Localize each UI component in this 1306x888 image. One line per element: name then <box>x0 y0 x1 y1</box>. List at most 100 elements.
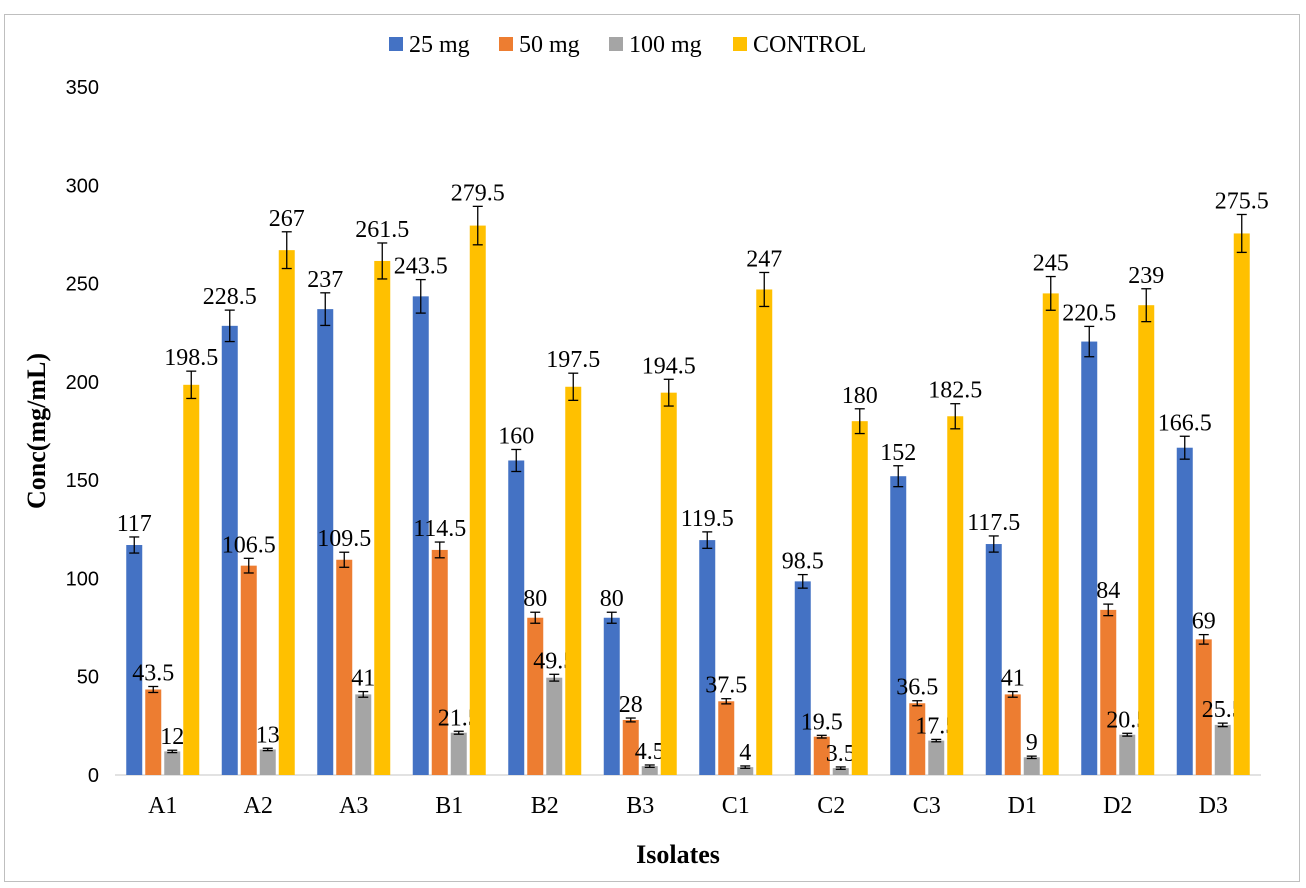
data-label: 3.5 <box>826 741 856 767</box>
data-label: 198.5 <box>164 345 218 371</box>
data-label: 245 <box>1033 251 1069 277</box>
bar <box>450 732 467 775</box>
bar <box>1081 341 1098 775</box>
data-label: 247 <box>746 246 782 272</box>
data-label: 37.5 <box>705 673 747 699</box>
data-label: 84 <box>1096 578 1120 604</box>
bar <box>1100 609 1117 775</box>
bar <box>756 289 773 775</box>
bar <box>565 386 582 775</box>
data-label: 4 <box>739 740 751 766</box>
data-label: 228.5 <box>203 284 257 310</box>
bar <box>1233 233 1250 776</box>
bar <box>1004 694 1021 775</box>
data-label: 12 <box>160 724 184 750</box>
bar <box>832 768 849 775</box>
bar <box>145 689 162 775</box>
x-tick-label: B3 <box>626 793 654 819</box>
data-label: 243.5 <box>394 254 448 280</box>
data-label: 114.5 <box>413 516 466 542</box>
bar <box>1138 305 1155 775</box>
data-label: 13 <box>256 722 280 748</box>
bar <box>737 767 754 775</box>
y-tick-label: 300 <box>66 175 99 197</box>
y-tick-label: 100 <box>66 568 99 590</box>
y-tick-label: 250 <box>66 274 99 296</box>
data-label: 160 <box>498 423 534 449</box>
bar <box>221 325 238 775</box>
bars: 11743.512198.5228.5106.513267237109.5412… <box>117 180 1269 776</box>
bar <box>851 421 868 775</box>
chart-frame: 25 mg 50 mg 100 mg CONTROL 0 50 100 150 200 250 3… <box>4 14 1300 882</box>
legend: 25 mg 50 mg 100 mg CONTROL <box>389 32 866 58</box>
legend-swatch <box>499 37 513 51</box>
y-tick-label: 150 <box>66 470 99 492</box>
data-label: 237 <box>307 267 343 293</box>
x-tick-label: B2 <box>531 793 559 819</box>
bar <box>183 384 200 775</box>
bar <box>278 250 295 775</box>
bar <box>1195 639 1212 775</box>
data-label: 152 <box>880 440 916 466</box>
data-label: 220.5 <box>1062 300 1116 326</box>
bar <box>794 581 811 775</box>
data-label: 197.5 <box>546 347 600 373</box>
bar <box>355 694 372 775</box>
bar <box>622 719 639 775</box>
x-tick-label: D3 <box>1199 793 1228 819</box>
data-label: 19.5 <box>801 709 843 735</box>
bar <box>890 476 907 775</box>
bar <box>431 549 448 775</box>
bar <box>508 460 525 775</box>
bar-chart: 25 mg 50 mg 100 mg CONTROL 0 50 100 150 200 250 3… <box>22 32 1269 869</box>
data-label: 106.5 <box>222 532 276 558</box>
data-label: 117.5 <box>967 510 1020 536</box>
bar <box>1042 293 1059 775</box>
legend-swatch <box>733 37 747 51</box>
bar <box>813 736 830 775</box>
data-label: 194.5 <box>642 353 696 379</box>
y-axis-title: Conc(mg/mL) <box>22 353 51 509</box>
legend-label: 100 mg <box>629 32 702 58</box>
y-axis-ticks: 0 50 100 150 200 250 300 350 <box>66 77 99 787</box>
bar <box>469 225 486 775</box>
data-label: 182.5 <box>928 378 982 404</box>
y-tick-label: 350 <box>66 77 99 99</box>
data-label: 80 <box>523 586 547 612</box>
x-tick-label: A1 <box>148 793 177 819</box>
bar <box>412 296 429 775</box>
bar <box>527 617 544 775</box>
data-label: 41 <box>1001 666 1025 692</box>
x-tick-label: C1 <box>722 793 750 819</box>
x-axis-title: Isolates <box>636 840 720 869</box>
bar <box>641 766 658 775</box>
x-tick-label: C2 <box>817 793 845 819</box>
data-label: 275.5 <box>1215 188 1269 214</box>
data-label: 117 <box>117 511 152 537</box>
x-tick-label: D2 <box>1103 793 1132 819</box>
data-label: 180 <box>842 383 878 409</box>
legend-label: CONTROL <box>753 32 866 58</box>
data-label: 98.5 <box>782 549 824 575</box>
bar <box>126 545 143 775</box>
data-label: 261.5 <box>355 217 409 243</box>
bar <box>1023 757 1040 775</box>
bar <box>947 416 964 775</box>
bar <box>164 751 181 775</box>
bar <box>259 749 276 775</box>
y-tick-label: 50 <box>77 667 99 689</box>
bar <box>718 701 735 775</box>
bar <box>240 565 257 775</box>
bar <box>374 260 391 775</box>
legend-label: 50 mg <box>519 32 580 58</box>
x-tick-label: B1 <box>435 793 463 819</box>
data-label: 69 <box>1192 609 1216 635</box>
x-tick-label: C3 <box>913 793 941 819</box>
data-label: 166.5 <box>1158 410 1212 436</box>
bar <box>336 559 353 775</box>
bar <box>1176 447 1193 775</box>
bar <box>660 392 677 775</box>
data-label: 41 <box>351 666 375 692</box>
x-axis-ticks: A1 A2 A3 B1 B2 B3 C1 C2 C3 D1 D2 D3 <box>148 793 1228 819</box>
data-label: 109.5 <box>317 526 371 552</box>
